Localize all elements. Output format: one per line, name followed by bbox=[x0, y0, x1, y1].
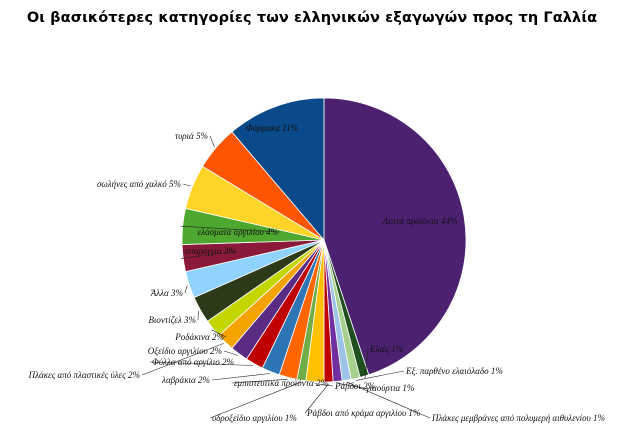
slice-label: Εξ. παρθένο ελαιόλαδο 1% bbox=[405, 366, 503, 376]
pie-labels: Λεπτά προϊόντα 44% Ελιές 1% Εξ. παρθένο ελ… bbox=[28, 123, 605, 423]
slice-label: ελάσματα αργιλίου 4% bbox=[198, 227, 278, 237]
slice-label: Ροδάκινα 2% bbox=[174, 332, 224, 342]
slice-label: γιαούρτια 1% bbox=[366, 383, 414, 393]
pie-slices bbox=[181, 97, 467, 383]
label-leader-line bbox=[211, 373, 271, 381]
label-leader-line bbox=[182, 183, 191, 187]
label-leader-line bbox=[141, 343, 224, 376]
slice-label: Ράβδοι από κράμα αργιλίου 1% bbox=[306, 408, 420, 418]
label-leader-line bbox=[181, 250, 239, 259]
label-leader-line bbox=[337, 383, 365, 389]
label-leader-line bbox=[346, 381, 431, 419]
label-leader-line bbox=[149, 361, 254, 366]
slice-label: Ράβδοι 2% bbox=[334, 381, 375, 391]
slice-label: Άλλα 3% bbox=[150, 288, 183, 298]
slice-label: Ελιές 1% bbox=[369, 344, 403, 354]
slice-label: σωλήνες από χαλκό 5% bbox=[97, 179, 181, 189]
label-leader-line bbox=[364, 348, 369, 379]
label-leader-line bbox=[197, 310, 199, 321]
slice-label: Οξείδιο αργιλίου 2% bbox=[148, 346, 222, 356]
pie-slice bbox=[323, 97, 467, 376]
slice-label: υδροξείδιο αργιλίου 1% bbox=[212, 413, 297, 423]
label-leader-line bbox=[209, 381, 302, 419]
label-leader-line bbox=[180, 225, 281, 233]
slice-label: Πλάκες μεμβράνες από πολυμερή αιθυλενίου… bbox=[431, 413, 605, 423]
chart-title: Οι βασικότερες κατηγορίες των ελληνικών … bbox=[26, 10, 598, 26]
label-leader-line bbox=[314, 383, 334, 387]
label-leader-line bbox=[231, 379, 288, 384]
label-leader-line bbox=[209, 135, 215, 147]
slice-label: εμπιστευτικά προϊόντα 2% bbox=[234, 378, 328, 388]
slice-label: Φύλλα από αργίλιο 2% bbox=[152, 357, 234, 367]
slice-label: σπαράγγια 3% bbox=[185, 246, 236, 256]
slice-label: τυριά 5% bbox=[175, 131, 208, 141]
label-leader-line bbox=[355, 370, 405, 381]
label-leader-line bbox=[184, 285, 188, 294]
slice-label: Λεπτά προϊόντα 44% bbox=[382, 216, 458, 226]
slice-label: Πλάκες από πλαστικές ύλες 2% bbox=[28, 370, 140, 380]
label-leader-line bbox=[211, 329, 227, 338]
slice-label: Φάρμακα 11% bbox=[246, 123, 298, 133]
pie-slice bbox=[231, 97, 325, 242]
label-leader-line bbox=[223, 350, 238, 356]
label-leader-line bbox=[304, 383, 329, 414]
slice-label: Βιοντίζελ 3% bbox=[148, 315, 196, 325]
slice-label: λαβράκια 2% bbox=[161, 375, 210, 385]
